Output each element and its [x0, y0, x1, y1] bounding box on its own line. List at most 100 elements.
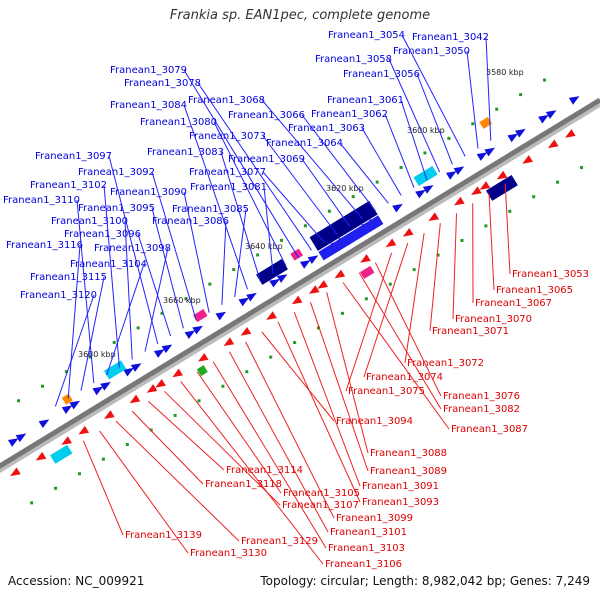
reverse-gene-arrow: [360, 254, 371, 263]
forward-gene-label: Franean1_3081: [190, 182, 267, 193]
forward-gene-arrow: [307, 255, 319, 265]
forward-gene-label: Franean1_3078: [124, 78, 201, 89]
reverse-gene-label: Franean1_3072: [407, 358, 484, 369]
forward-gene-arrow: [69, 400, 81, 410]
forward-label-leader: [361, 127, 402, 196]
forward-gene-label: Franean1_3095: [78, 203, 155, 214]
reverse-gene-label: Franean1_3105: [283, 488, 360, 499]
reverse-label-leader: [115, 420, 240, 542]
forward-gene-arrow: [15, 433, 27, 443]
reverse-gene-arrow: [547, 139, 559, 149]
forward-label-leader: [262, 135, 338, 235]
forward-gene-block: [256, 258, 288, 285]
misc-feature-mark: [519, 93, 523, 97]
reverse-gene-arrow: [291, 295, 303, 305]
reverse-label-leader: [504, 183, 511, 275]
forward-gene-label: Franean1_3085: [172, 204, 249, 215]
reverse-gene-arrow: [454, 196, 465, 206]
misc-feature-mark: [399, 166, 403, 170]
forward-gene-arrow: [453, 166, 465, 176]
reverse-label-leader: [488, 193, 495, 291]
forward-label-leader: [221, 220, 227, 305]
reverse-gene-label: Franean1_3106: [325, 559, 402, 570]
reverse-gene-label: Franean1_3094: [336, 416, 413, 427]
forward-gene-label: Franean1_3110: [3, 195, 80, 206]
misc-feature-mark: [208, 282, 212, 286]
misc-feature-mark: [280, 238, 284, 242]
reverse-gene-arrow: [496, 170, 508, 180]
forward-label-leader: [124, 220, 133, 360]
reverse-gene-block: [50, 444, 73, 464]
reverse-gene-label: Franean1_3114: [226, 465, 303, 476]
forward-gene-arrow: [299, 260, 311, 269]
forward-gene-label: Franean1_3056: [343, 69, 420, 80]
forward-label-leader: [183, 191, 210, 313]
reverse-gene-arrow: [223, 337, 235, 347]
forward-label-leader: [197, 82, 312, 251]
reverse-label-leader: [99, 430, 189, 554]
misc-feature-mark: [160, 311, 164, 315]
reverse-gene-label: Franean1_3082: [443, 404, 520, 415]
forward-gene-arrow: [484, 147, 495, 157]
forward-label-leader: [416, 73, 453, 165]
forward-label-leader: [80, 276, 105, 391]
forward-label-leader: [384, 113, 415, 188]
misc-feature-mark: [351, 195, 355, 199]
forward-gene-arrow: [130, 363, 142, 372]
reverse-gene-arrow: [428, 212, 440, 222]
forward-label-leader: [67, 244, 81, 399]
forward-gene-arrow: [192, 325, 203, 335]
reverse-label-leader: [374, 262, 442, 397]
reverse-gene-block: [196, 365, 208, 377]
kbp-tick-label: 3640 kbp: [245, 242, 283, 251]
forward-label-leader: [151, 207, 184, 329]
forward-gene-label: Franean1_3100: [51, 216, 128, 227]
reverse-label-leader: [363, 242, 409, 378]
kbp-tick-label: 3580 kbp: [486, 68, 524, 77]
accession-text: Accession: NC_009921: [8, 574, 145, 588]
reverse-gene-arrow: [522, 155, 533, 164]
forward-label-leader: [339, 142, 389, 204]
forward-label-leader: [106, 263, 145, 376]
reverse-label-leader: [212, 361, 327, 549]
misc-feature-mark: [436, 253, 440, 257]
forward-label-leader: [388, 58, 441, 173]
reverse-gene-arrow: [266, 311, 277, 320]
misc-feature-mark: [173, 413, 177, 417]
forward-gene-arrow: [7, 438, 19, 447]
misc-feature-mark: [460, 238, 464, 242]
reverse-gene-label: Franean1_3065: [496, 285, 573, 296]
reverse-label-leader: [245, 341, 335, 519]
misc-feature-mark: [64, 370, 68, 374]
forward-gene-arrow: [538, 114, 549, 124]
reverse-gene-arrow: [471, 186, 482, 196]
misc-feature-mark: [221, 384, 225, 388]
reverse-label-leader: [147, 400, 225, 471]
reverse-gene-label: Franean1_3075: [348, 386, 425, 397]
misc-feature-mark: [232, 268, 236, 272]
reverse-gene-arrow: [129, 394, 141, 404]
forward-gene-block: [193, 309, 208, 323]
forward-gene-label: Franean1_3063: [288, 123, 365, 134]
forward-gene-arrow: [61, 405, 73, 415]
forward-gene-label: Franean1_3084: [110, 100, 187, 111]
forward-label-leader: [301, 114, 376, 212]
misc-feature-mark: [54, 486, 58, 490]
reverse-gene-label: Franean1_3067: [475, 298, 552, 309]
forward-gene-arrow: [415, 189, 426, 199]
forward-label-leader: [262, 171, 325, 243]
reverse-label-leader: [452, 213, 457, 320]
misc-feature-mark: [532, 195, 536, 199]
forward-label-leader: [144, 247, 169, 352]
reverse-gene-label: Franean1_3070: [455, 314, 532, 325]
reverse-gene-arrow: [104, 410, 115, 419]
reverse-label-leader: [310, 302, 369, 472]
reverse-gene-arrow: [155, 378, 166, 388]
reverse-gene-block: [360, 265, 375, 279]
genome-title: Frankia sp. EAN1pec, complete genome: [169, 8, 431, 23]
reverse-label-leader: [342, 282, 450, 430]
reverse-gene-arrow: [172, 368, 183, 378]
genome-backbone: [0, 97, 600, 469]
forward-gene-label: Franean1_3061: [327, 95, 404, 106]
reverse-label-leader: [404, 233, 425, 364]
